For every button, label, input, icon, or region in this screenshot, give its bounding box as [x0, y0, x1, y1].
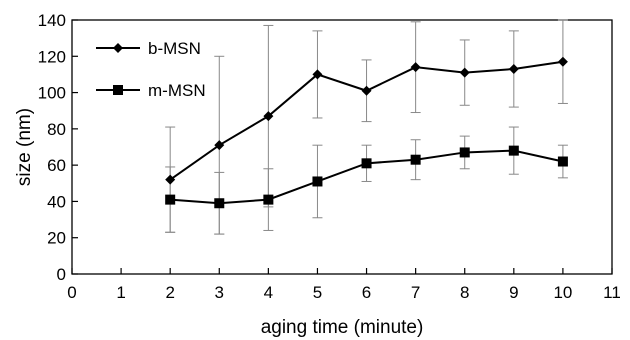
data-point-m-msn	[165, 194, 176, 205]
y-tick-label: 80	[47, 120, 66, 139]
data-point-b-msn	[410, 62, 421, 73]
data-point-m-msn	[557, 156, 568, 167]
x-tick-label: 0	[67, 283, 76, 302]
legend-label-b-msn: b-MSN	[148, 39, 201, 58]
y-tick-label: 140	[38, 11, 66, 30]
legend-marker-symbol	[113, 43, 123, 53]
x-axis-label: aging time (minute)	[261, 317, 424, 338]
y-axis-label: size (nm)	[14, 108, 35, 186]
x-tick-label: 5	[313, 283, 322, 302]
data-point-m-msn	[361, 158, 372, 169]
x-tick-label: 3	[215, 283, 224, 302]
y-tick-label: 20	[47, 229, 66, 248]
data-point-b-msn	[557, 56, 568, 67]
x-tick-label: 4	[264, 283, 273, 302]
data-point-b-msn	[361, 85, 372, 96]
x-tick-label: 9	[509, 283, 518, 302]
x-tick-label: 11	[603, 283, 621, 302]
data-point-m-msn	[214, 198, 225, 209]
data-point-m-msn	[312, 176, 323, 187]
x-tick-label: 10	[553, 283, 572, 302]
data-point-b-msn	[508, 63, 519, 74]
y-axis-ticks: 0 20 40 60 80 100 120 140	[38, 11, 78, 284]
x-tick-label: 8	[460, 283, 469, 302]
y-tick-label: 60	[47, 156, 66, 175]
x-axis-ticks: 0 1 2 3 4 5 6 7 8 9 10 11	[67, 268, 621, 302]
data-point-b-msn	[312, 69, 323, 80]
data-point-b-msn	[459, 67, 470, 78]
data-point-m-msn	[263, 194, 274, 205]
y-tick-label: 40	[47, 192, 66, 211]
legend-marker-b-msn	[113, 43, 123, 53]
legend-marker-symbol	[113, 85, 123, 95]
data-point-b-msn	[165, 174, 176, 185]
plot-frame	[71, 19, 613, 275]
legend-marker-m-msn	[113, 85, 123, 95]
data-point-b-msn	[263, 111, 274, 122]
plot-area-border	[71, 19, 613, 275]
x-tick-label: 1	[116, 283, 125, 302]
data-point-m-msn	[459, 147, 470, 158]
data-markers	[165, 56, 568, 209]
y-tick-label: 0	[57, 265, 66, 284]
x-tick-label: 7	[411, 283, 420, 302]
legend: b-MSN m-MSN	[96, 39, 206, 100]
data-point-m-msn	[508, 145, 519, 156]
x-tick-label: 6	[362, 283, 371, 302]
y-tick-label: 100	[38, 84, 66, 103]
x-tick-label: 2	[165, 283, 174, 302]
data-point-b-msn	[214, 140, 225, 151]
y-tick-label: 120	[38, 47, 66, 66]
legend-label-m-msn: m-MSN	[148, 81, 206, 100]
data-point-m-msn	[410, 154, 421, 165]
